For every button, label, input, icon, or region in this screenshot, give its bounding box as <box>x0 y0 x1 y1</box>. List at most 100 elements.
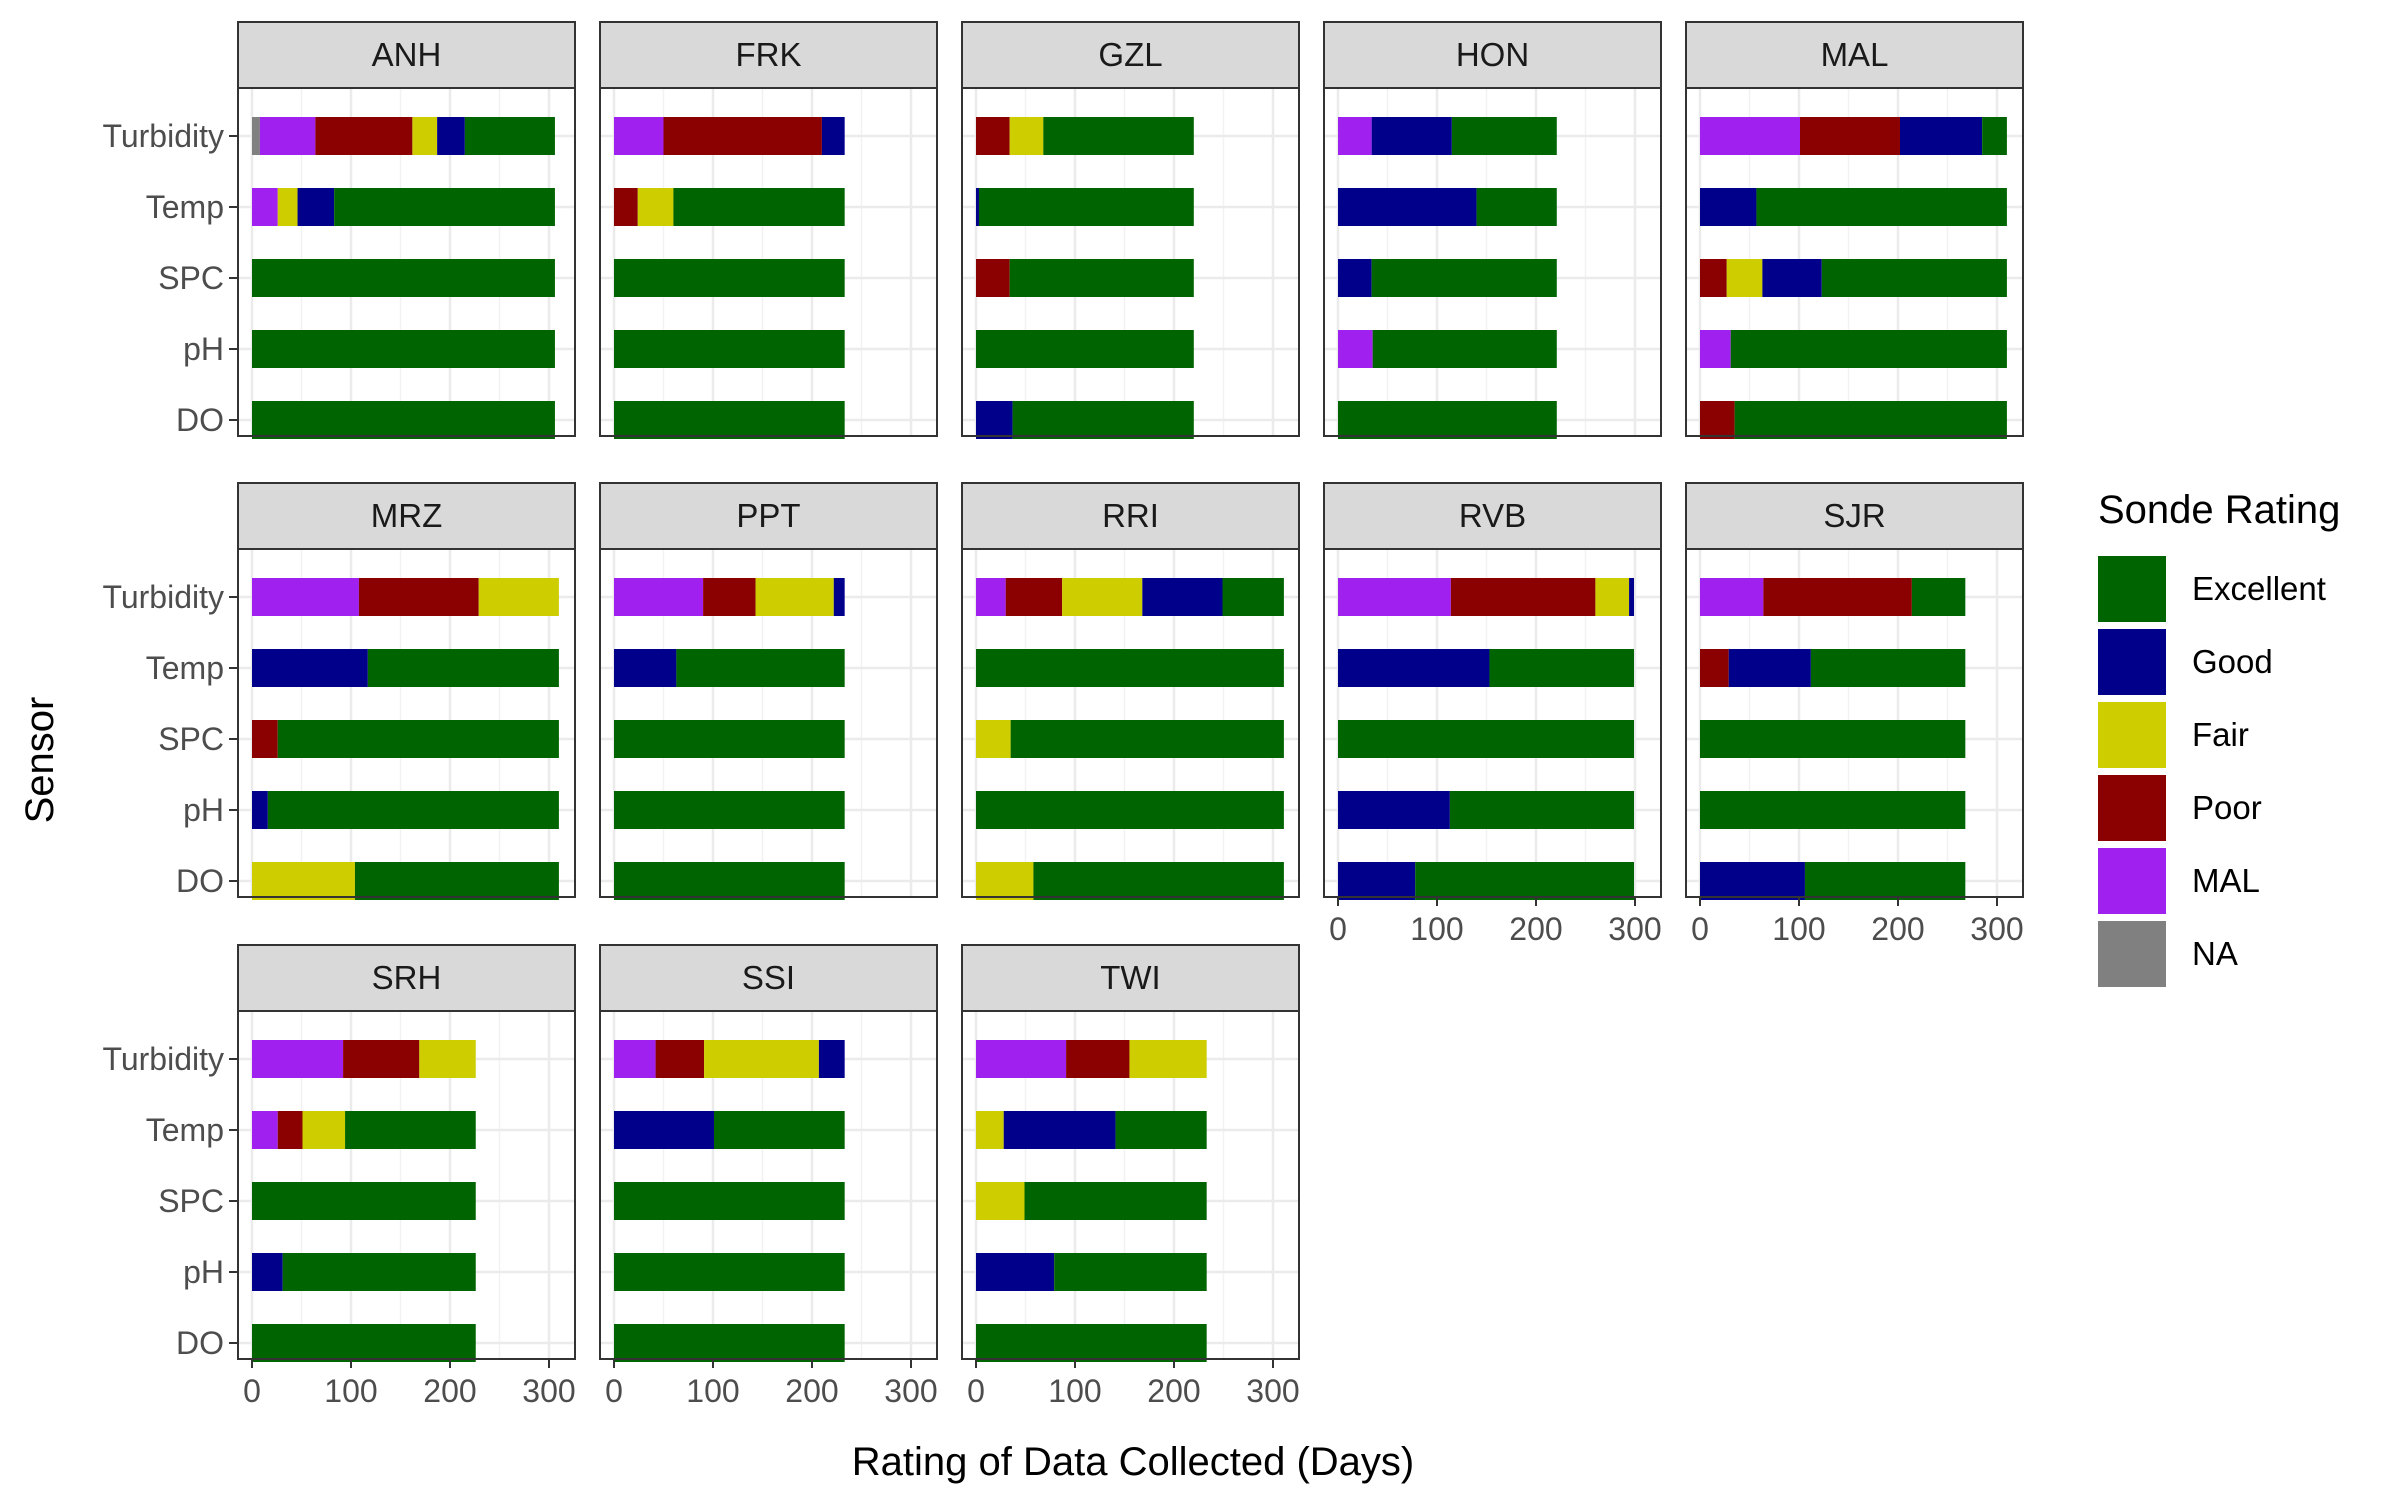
facet-panel-anh: ANH Turbidity Temp SPC pH DO <box>102 21 576 439</box>
bar-segment-excellent <box>1033 862 1284 900</box>
facet-panel-ppt: PPT <box>599 482 938 900</box>
x-tick-label: 200 <box>785 1373 838 1409</box>
bar-segment-excellent <box>1734 401 2007 439</box>
bar-segment-fair <box>302 1111 346 1149</box>
bar-segment-excellent <box>1449 791 1635 829</box>
facet-strip-label: SJR <box>1823 497 1885 534</box>
bar-segment-mal <box>252 578 359 616</box>
bar-segment-fair <box>976 720 1011 758</box>
bar-segment-excellent <box>1489 649 1635 687</box>
panel-border <box>237 87 576 437</box>
bar-segment-excellent <box>252 1182 476 1220</box>
bar-segment-good <box>833 578 845 616</box>
x-tick-label: 300 <box>1608 911 1661 947</box>
bar-segment-excellent <box>976 330 1194 368</box>
bar-segment-mal <box>1338 578 1451 616</box>
facet-strip <box>1685 482 2024 550</box>
bar-segment-excellent <box>1010 720 1284 758</box>
bar-segment-excellent <box>1009 259 1194 297</box>
bar-segment-fair <box>976 1182 1025 1220</box>
panel-border <box>961 1010 1300 1360</box>
bar-segment-excellent <box>1810 649 1966 687</box>
facet-strip <box>237 482 576 550</box>
bar-segment-good <box>976 401 1013 439</box>
x-tick-label: 0 <box>605 1373 623 1409</box>
bar-segment-poor <box>1700 259 1727 297</box>
panel-border <box>237 1010 576 1360</box>
bar-segment-excellent <box>345 1111 476 1149</box>
facet-strip <box>1323 482 1662 550</box>
bar-segment-good <box>1899 117 1983 155</box>
x-tick-label: 0 <box>1329 911 1347 947</box>
bar-segment-good <box>1338 188 1477 226</box>
bar-segment-excellent <box>282 1253 476 1291</box>
bar-segment-mal <box>252 1040 344 1078</box>
legend-title: Sonde Rating <box>2098 488 2340 532</box>
y-tick-label: pH <box>183 792 224 828</box>
facet-strip-label: ANH <box>372 36 442 73</box>
facet-panels: ANH Turbidity Temp SPC pH DO FRK GZL HON MAL MRZ Tu… <box>102 21 2024 1409</box>
facet-strip <box>961 482 1300 550</box>
bar-segment-excellent <box>614 330 845 368</box>
facet-panel-twi: TWI 0 100 200 300 <box>961 944 1300 1409</box>
bar-segment-fair <box>412 117 438 155</box>
bar-segment-excellent <box>614 1253 845 1291</box>
bar-segment-fair <box>637 188 674 226</box>
bar-segment-good <box>976 1253 1055 1291</box>
legend-key-poor <box>2098 775 2166 841</box>
y-tick-label: Temp <box>146 189 224 225</box>
bar-segment-poor <box>1700 649 1729 687</box>
x-tick-label: 300 <box>1970 911 2023 947</box>
bar-segment-poor <box>1005 578 1063 616</box>
x-tick-label: 100 <box>686 1373 739 1409</box>
panel-border <box>1323 87 1662 437</box>
bar-segment-excellent <box>614 401 845 439</box>
legend-label-mal: MAL <box>2192 862 2260 899</box>
bar-segment-poor <box>358 578 479 616</box>
y-tick-label: DO <box>176 863 224 899</box>
y-tick-label: Temp <box>146 650 224 686</box>
x-tick-label: 200 <box>1509 911 1562 947</box>
bar-segment-excellent <box>976 1324 1207 1362</box>
bar-segment-mal <box>1700 117 1800 155</box>
bar-segment-fair <box>277 188 298 226</box>
legend-label-na: NA <box>2192 935 2238 972</box>
panel-border <box>237 548 576 898</box>
bar-segment-excellent <box>1338 401 1557 439</box>
bar-segment-mal <box>1700 330 1731 368</box>
y-tick-label: Turbidity <box>102 118 224 154</box>
legend-key-mal <box>2098 848 2166 914</box>
facet-panel-frk: FRK <box>599 21 938 439</box>
bar-segment-excellent <box>713 1111 845 1149</box>
bar-segment-poor <box>252 720 278 758</box>
bar-segment-excellent <box>1700 720 1966 758</box>
bar-segment-good <box>821 117 845 155</box>
bar-segment-excellent <box>1012 401 1194 439</box>
bar-segment-poor <box>1450 578 1596 616</box>
y-tick-label: pH <box>183 331 224 367</box>
bar-segment-excellent <box>976 649 1284 687</box>
x-tick-label: 200 <box>1147 1373 1200 1409</box>
facet-strip <box>599 482 938 550</box>
bar-segment-excellent <box>334 188 555 226</box>
facet-panel-ssi: SSI 0 100 200 300 <box>599 944 938 1409</box>
y-tick-label: pH <box>183 1254 224 1290</box>
legend: Sonde Rating Excellent Good Fair Poor MAL NA <box>2098 488 2340 987</box>
bar-segment-excellent <box>1115 1111 1207 1149</box>
bar-segment-excellent <box>614 791 845 829</box>
facet-strip <box>599 21 938 89</box>
bar-segment-good <box>1338 862 1416 900</box>
bar-segment-good <box>614 649 677 687</box>
bar-segment-excellent <box>1415 862 1635 900</box>
bar-segment-excellent <box>1982 117 2007 155</box>
facet-panel-mal: MAL <box>1685 21 2024 439</box>
legend-label-poor: Poor <box>2192 789 2262 826</box>
bar-segment-fair <box>704 1040 819 1078</box>
bar-segment-excellent <box>267 791 559 829</box>
y-tick-label: SPC <box>158 721 224 757</box>
y-tick-label: DO <box>176 1325 224 1361</box>
bar-segment-excellent <box>978 188 1194 226</box>
x-tick-label: 100 <box>324 1373 377 1409</box>
facet-strip-label: SRH <box>372 959 442 996</box>
bar-segment-na <box>252 117 260 155</box>
